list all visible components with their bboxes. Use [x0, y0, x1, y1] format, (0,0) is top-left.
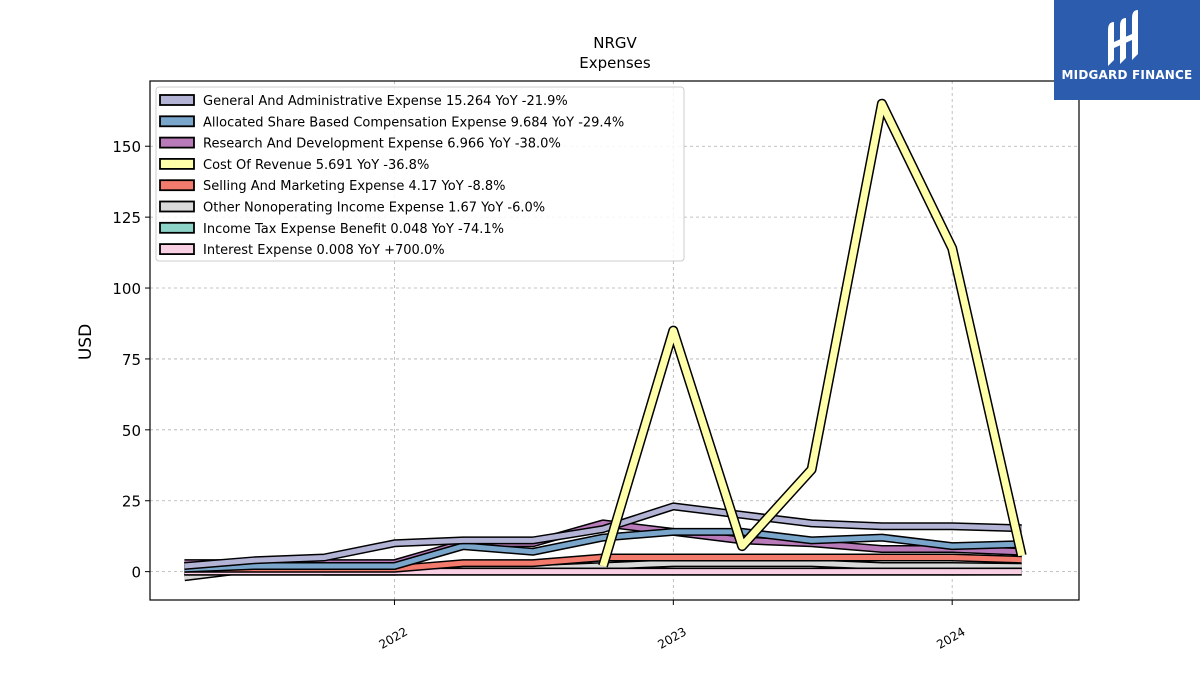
x-tick-label: 2022	[377, 624, 410, 651]
legend-entry: Allocated Share Based Compensation Expen…	[203, 115, 624, 130]
plot-frame	[149, 80, 1080, 601]
legend-entry: Income Tax Expense Benefit 0.048 YoY -74…	[203, 222, 504, 237]
legend-entry: Research And Development Expense 6.966 Y…	[203, 137, 561, 152]
y-tick-label: 100	[112, 280, 141, 298]
legend-swatch	[159, 200, 195, 213]
midgard-finance-logo: MIDGARD FINANCE	[1054, 0, 1200, 100]
legend-swatch	[159, 179, 195, 192]
legend-box	[155, 86, 685, 262]
series-line	[184, 503, 1022, 569]
y-tick-label: 25	[122, 493, 141, 511]
y-tick-label: 0	[131, 564, 141, 582]
logo-mark-icon	[1108, 10, 1138, 66]
y-axis: 0 25 50 75 100 125 150	[112, 138, 150, 582]
legend: General And Administrative Expense 15.26…	[155, 86, 685, 262]
series-lines	[183, 98, 1027, 582]
legend-entry: Other Nonoperating Income Expense 1.67 Y…	[203, 201, 545, 216]
logo-text: MIDGARD FINANCE	[1061, 68, 1193, 82]
series-line	[599, 100, 1026, 568]
legend-entry: General And Administrative Expense 15.26…	[203, 94, 568, 109]
legend-entry: Selling And Marketing Expense 4.17 YoY -…	[203, 179, 506, 194]
legend-swatch	[159, 94, 195, 106]
x-tick-label: 2023	[655, 624, 688, 651]
x-tick-label: 2024	[934, 624, 967, 651]
chart-title: NRGV	[593, 34, 637, 52]
x-axis: 2022 2023 2024	[377, 600, 968, 652]
y-tick-label: 50	[122, 422, 141, 440]
legend-swatch	[159, 115, 195, 128]
legend-entry: Interest Expense 0.008 YoY +700.0%	[203, 243, 445, 258]
y-tick-label: 75	[122, 351, 141, 369]
y-tick-label: 125	[112, 209, 141, 227]
y-tick-label: 150	[112, 138, 141, 156]
legend-swatch	[159, 136, 195, 149]
legend-swatch	[159, 221, 195, 234]
legend-swatch	[159, 157, 195, 170]
y-axis-label: USD	[76, 324, 96, 360]
series-line	[184, 529, 1022, 572]
legend-swatch	[159, 243, 195, 256]
chart-subtitle: Expenses	[579, 54, 651, 72]
legend-entry: Cost Of Revenue 5.691 YoY -36.8%	[203, 158, 429, 173]
